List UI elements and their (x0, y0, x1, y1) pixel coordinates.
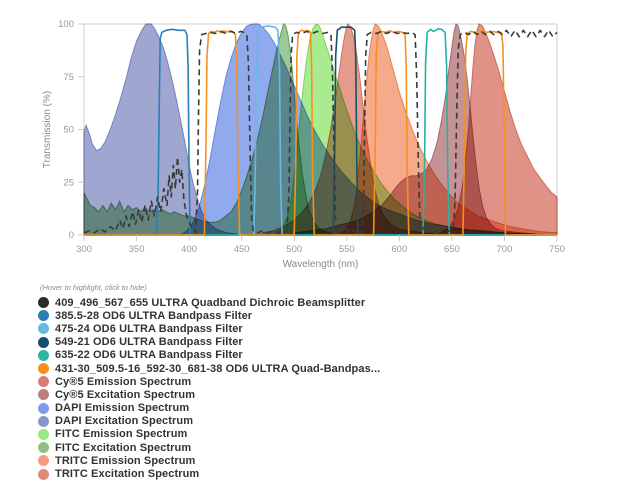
legend-item-label: DAPI Excitation Spectrum (55, 415, 194, 428)
y-tick-label: 50 (63, 125, 74, 136)
legend-item-label: Cy®5 Emission Spectrum (55, 375, 192, 388)
spectra-plot[interactable]: 0 25 50 75 100 300 350 400 450 500 550 600 650 700 750… (0, 0, 640, 276)
legend-item-label: FITC Emission Spectrum (55, 428, 188, 441)
legend-item-label: 385.5-28 OD6 ULTRA Bandpass Filter (55, 309, 253, 322)
legend-item[interactable]: DAPI Emission Spectrum (38, 402, 598, 415)
legend-item[interactable]: FITC Emission Spectrum (38, 428, 598, 441)
legend-swatch-icon (38, 389, 49, 401)
legend-item-label: 635-22 OD6 ULTRA Bandpass Filter (55, 349, 243, 362)
series-line-12[interactable] (84, 29, 557, 236)
x-tick-label: 550 (339, 244, 355, 255)
x-tick-label: 300 (76, 244, 92, 255)
x-tick-label: 750 (549, 244, 565, 255)
legend-item[interactable]: TRITC Emission Spectrum (38, 454, 598, 467)
series-line-8[interactable] (84, 28, 557, 236)
legend-item[interactable]: TRITC Excitation Spectrum (38, 467, 598, 480)
legend-swatch-icon (38, 442, 49, 454)
legend-item-list: 409_496_567_655 ULTRA Quadband Dichroic … (38, 296, 598, 481)
y-tick-label: 25 (63, 177, 74, 188)
y-axis-title: Transmission (%) (42, 91, 53, 168)
x-tick-label: 400 (181, 244, 197, 255)
legend-item-label: TRITC Excitation Spectrum (55, 468, 200, 481)
legend-item-label: 549-21 OD6 ULTRA Bandpass Filter (55, 336, 243, 349)
series-line-11[interactable] (84, 27, 557, 236)
x-tick-label: 600 (391, 244, 407, 255)
legend-item-label: DAPI Emission Spectrum (55, 402, 190, 415)
legend-item[interactable]: FITC Excitation Spectrum (38, 441, 598, 454)
series-line-13[interactable] (83, 29, 558, 234)
y-tick-label: 75 (63, 72, 74, 83)
x-tick-label: 650 (444, 244, 460, 255)
legend-item-label: 431-30_509.5-16_592-30_681-38 OD6 ULTRA … (55, 362, 381, 375)
legend-swatch-icon (38, 323, 49, 335)
legend-swatch-icon (38, 349, 49, 361)
x-tick-label: 450 (234, 244, 250, 255)
legend-item-label: FITC Excitation Spectrum (55, 441, 192, 454)
x-tick-label: 350 (129, 244, 145, 255)
legend-swatch-icon (38, 415, 49, 427)
series-line-9[interactable] (84, 25, 557, 236)
legend-item-label: 409_496_567_655 ULTRA Quadband Dichroic … (55, 296, 366, 309)
legend-item[interactable]: 475-24 OD6 ULTRA Bandpass Filter (38, 322, 598, 335)
legend-swatch-icon (38, 363, 49, 375)
legend-item[interactable]: 385.5-28 OD6 ULTRA Bandpass Filter (38, 309, 598, 322)
legend-item[interactable]: 549-21 OD6 ULTRA Bandpass Filter (38, 336, 598, 349)
series-area-7[interactable] (438, 23, 558, 236)
legend-item[interactable]: 431-30_509.5-16_592-30_681-38 OD6 ULTRA … (38, 362, 598, 375)
legend-swatch-icon (38, 402, 49, 414)
spectra-chart[interactable]: 0 25 50 75 100 300 350 400 450 500 550 600 650 700 750… (0, 0, 640, 276)
legend-swatch-icon (38, 297, 49, 309)
x-tick-label: 500 (286, 244, 302, 255)
legend-item[interactable]: DAPI Excitation Spectrum (38, 415, 598, 428)
legend: (Hover to highlight, click to hide) 409_… (38, 283, 598, 481)
legend-hint: (Hover to highlight, click to hide) (40, 283, 147, 292)
legend-item[interactable]: 409_496_567_655 ULTRA Quadband Dichroic … (38, 296, 598, 309)
y-tick-label: 100 (58, 19, 74, 30)
legend-swatch-icon (38, 455, 49, 467)
legend-item[interactable]: Cy®5 Emission Spectrum (38, 375, 598, 388)
legend-swatch-icon (38, 310, 49, 322)
x-axis-title: Wavelength (nm) (283, 259, 359, 270)
legend-item-label: Cy®5 Excitation Spectrum (55, 388, 196, 401)
x-tick-label: 700 (497, 244, 513, 255)
legend-item[interactable]: Cy®5 Excitation Spectrum (38, 388, 598, 401)
legend-item[interactable]: 635-22 OD6 ULTRA Bandpass Filter (38, 349, 598, 362)
legend-swatch-icon (38, 428, 49, 440)
legend-item-label: TRITC Emission Spectrum (55, 454, 196, 467)
y-tick-label: 0 (69, 230, 74, 241)
legend-swatch-icon (38, 376, 49, 388)
legend-swatch-icon (38, 468, 49, 480)
legend-swatch-icon (38, 336, 49, 348)
legend-item-label: 475-24 OD6 ULTRA Bandpass Filter (55, 322, 243, 335)
